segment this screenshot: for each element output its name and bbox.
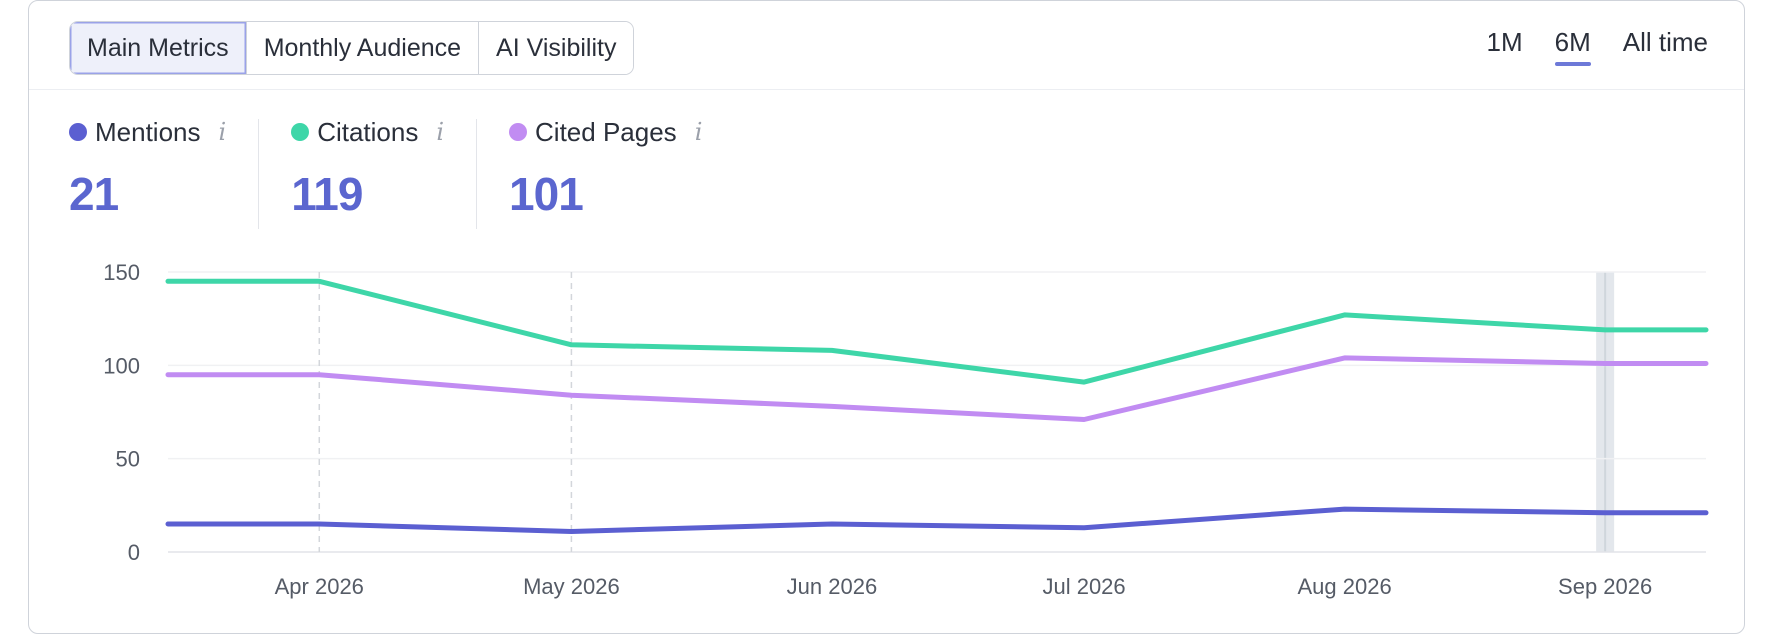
y-tick-label: 100 (103, 353, 140, 378)
x-tick-label: Apr 2026 (275, 574, 364, 599)
metric-cited-pages: Cited Pages i 101 (509, 116, 734, 229)
tab-main-metrics[interactable]: Main Metrics (70, 22, 246, 74)
y-tick-label: 50 (116, 447, 140, 472)
y-tick-label: 0 (128, 540, 140, 565)
metric-label: Citations (317, 116, 419, 147)
range-all-time[interactable]: All time (1622, 27, 1708, 57)
y-tick-label: 150 (103, 260, 140, 285)
metric-value: 101 (509, 168, 584, 220)
series-line-mentions (165, 506, 1709, 534)
range-6m[interactable]: 6M (1554, 27, 1591, 66)
metric-mentions: Mentions i 21 (69, 116, 260, 229)
metric-label: Mentions (95, 116, 201, 147)
time-range-selector: 1M 6M All time (1486, 27, 1708, 66)
metric-label: Cited Pages (535, 116, 677, 147)
mentions-legend-dot (69, 123, 87, 141)
metric-citations: Citations i 119 (291, 116, 478, 229)
citations-legend-dot (291, 123, 310, 141)
series-line-cited-pages (165, 355, 1709, 422)
x-tick-label: Jun 2026 (787, 574, 878, 599)
x-tick-label: Sep 2026 (1558, 574, 1652, 599)
tab-monthly-audience[interactable]: Monthly Audience (245, 22, 479, 74)
x-tick-label: Aug 2026 (1298, 574, 1392, 599)
series-line-citations (165, 278, 1709, 385)
view-tabs: Main Metrics Monthly Audience AI Visibil… (69, 21, 635, 75)
metrics-card: Main Metrics Monthly Audience AI Visibil… (28, 0, 1745, 634)
info-icon[interactable]: i (436, 118, 445, 146)
cited-pages-legend-dot (509, 123, 528, 141)
info-icon[interactable]: i (218, 118, 227, 146)
card-header: Main Metrics Monthly Audience AI Visibil… (29, 1, 1744, 90)
metric-summary: Mentions i 21 Citations i 119 Cited Page… (69, 116, 766, 229)
metric-value: 119 (291, 168, 363, 220)
info-icon[interactable]: i (694, 118, 703, 146)
metric-value: 21 (69, 168, 119, 220)
range-1m[interactable]: 1M (1486, 27, 1523, 57)
tab-ai-visibility[interactable]: AI Visibility (478, 22, 634, 74)
x-tick-label: Jul 2026 (1042, 574, 1125, 599)
x-tick-label: May 2026 (523, 574, 620, 599)
